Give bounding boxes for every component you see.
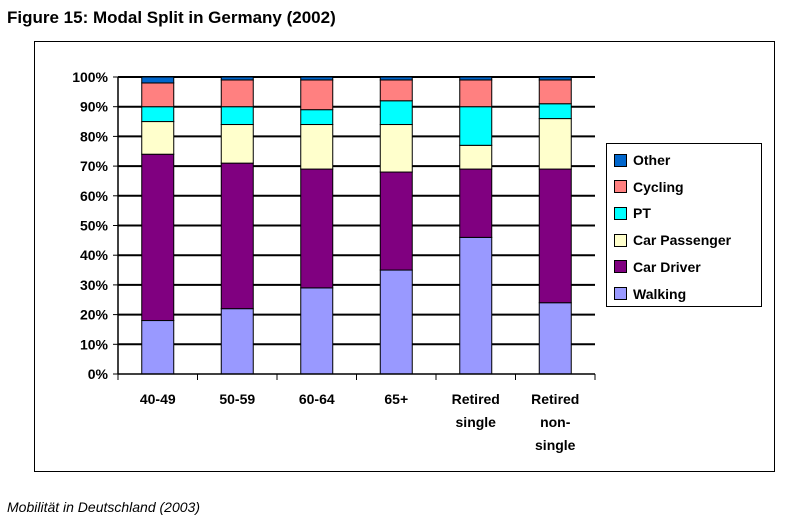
- bar-segment-cycling: [300, 79, 334, 111]
- bar-segment-other: [300, 76, 334, 81]
- bar-segment-cycling: [379, 79, 413, 102]
- x-tick-label: single: [456, 414, 497, 430]
- figure-title: Figure 15: Modal Split in Germany (2002): [7, 8, 336, 27]
- bar-segment-walking: [141, 320, 175, 375]
- bar-segment-walking: [300, 287, 334, 375]
- bar-segment-car-passenger: [538, 118, 572, 170]
- x-tick-label: 60-64: [299, 391, 335, 407]
- y-tick-label: 50%: [80, 218, 109, 234]
- bar-segment-pt: [300, 109, 334, 126]
- legend-item-pt: PT: [614, 204, 651, 222]
- legend-label: Car Driver: [633, 258, 701, 275]
- bar-segment-walking: [379, 269, 413, 375]
- bar-segment-car-passenger: [459, 144, 493, 170]
- bar-segment-other: [538, 76, 572, 81]
- legend-label: PT: [633, 205, 651, 222]
- bar-segment-pt: [379, 100, 413, 126]
- legend-label: Other: [633, 152, 671, 168]
- y-tick-label: 70%: [80, 158, 109, 174]
- legend-item-car-driver: Car Driver: [614, 258, 701, 276]
- legend-item-other: Other: [614, 151, 670, 169]
- y-tick-label: 100%: [72, 69, 108, 85]
- y-tick-label: 30%: [80, 277, 109, 293]
- x-tick-label: 65+: [384, 391, 408, 407]
- legend-swatch: [614, 153, 627, 167]
- bar-segment-car-passenger: [300, 124, 334, 170]
- x-tick-label: 40-49: [140, 391, 176, 407]
- bar-segment-other: [379, 76, 413, 81]
- source-caption: Mobilität in Deutschland (2003): [7, 499, 200, 515]
- x-tick-label: 50-59: [219, 391, 255, 407]
- x-tick-label: Retired: [452, 391, 500, 407]
- x-tick-label: Retired: [531, 391, 579, 407]
- bar-segment-other: [141, 76, 175, 84]
- y-tick-label: 40%: [80, 247, 109, 263]
- chart-frame: [34, 41, 775, 472]
- bar-segment-cycling: [459, 79, 493, 108]
- legend-swatch: [614, 260, 627, 274]
- legend-item-cycling: Cycling: [614, 178, 684, 196]
- bar-segment-pt: [459, 106, 493, 146]
- bar-segment-car-driver: [538, 168, 572, 304]
- bar-segment-pt: [538, 103, 572, 120]
- legend-label: Walking: [633, 285, 687, 302]
- legend-swatch: [614, 287, 627, 300]
- y-tick-label: 60%: [80, 188, 109, 204]
- bar-segment-pt: [220, 106, 254, 126]
- legend-swatch: [614, 233, 627, 247]
- bar-segment-other: [220, 76, 254, 81]
- bar-segment-cycling: [141, 82, 175, 108]
- y-tick-label: 90%: [80, 99, 109, 115]
- legend-swatch: [614, 206, 627, 220]
- bar-segment-cycling: [220, 79, 254, 108]
- legend-label: Cycling: [633, 178, 684, 195]
- y-tick-label: 0%: [88, 366, 109, 382]
- legend-item-car-passenger: Car Passenger: [614, 231, 731, 249]
- y-tick-label: 10%: [80, 336, 109, 352]
- bar-segment-other: [459, 76, 493, 81]
- bar-segment-cycling: [538, 79, 572, 105]
- bar-segment-car-driver: [220, 162, 254, 310]
- bar-segment-car-driver: [300, 168, 334, 289]
- bar-segment-car-driver: [459, 168, 493, 238]
- bar-segment-car-passenger: [141, 121, 175, 155]
- bar-segment-walking: [459, 236, 493, 375]
- y-tick-label: 20%: [80, 307, 109, 323]
- bar-segment-car-passenger: [220, 124, 254, 164]
- x-tick-label: single: [535, 437, 576, 453]
- legend-item-walking: Walking: [614, 285, 686, 303]
- x-tick-label: non-: [540, 414, 571, 430]
- bar-segment-pt: [141, 106, 175, 123]
- legend-label: Car Passenger: [633, 232, 732, 249]
- chart-legend: Other Cycling PT Car Passenger Car Driver Wal…: [606, 143, 762, 307]
- bar-segment-car-passenger: [379, 124, 413, 173]
- legend-swatch: [614, 180, 627, 194]
- bar-segment-car-driver: [141, 153, 175, 322]
- bar-segment-walking: [220, 308, 254, 375]
- bar-segment-car-driver: [379, 171, 413, 271]
- bar-segment-walking: [538, 302, 572, 375]
- y-tick-label: 80%: [80, 128, 109, 144]
